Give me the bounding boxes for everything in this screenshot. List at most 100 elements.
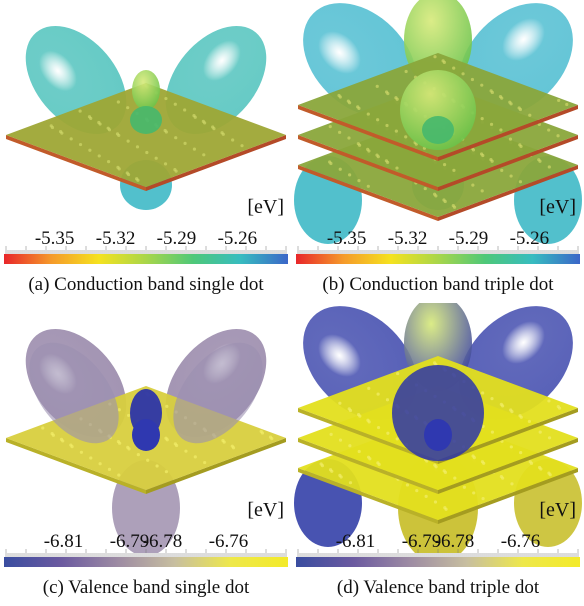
layer-texture — [395, 97, 399, 101]
layer-texture — [136, 178, 140, 182]
layer-texture — [164, 96, 168, 101]
heterostructure-layer-edge — [438, 165, 578, 221]
layer-texture — [499, 128, 503, 132]
layer-texture — [386, 431, 390, 435]
layer-texture — [461, 72, 465, 76]
layer-texture — [480, 189, 484, 193]
layer-texture — [490, 430, 495, 434]
layer-texture — [375, 84, 379, 88]
heterostructure-layer-edge — [298, 135, 438, 191]
layer-texture — [527, 419, 532, 424]
layer-texture — [548, 473, 552, 477]
layer-texture — [126, 106, 130, 110]
layer-texture — [385, 398, 390, 402]
layer-texture — [424, 494, 428, 498]
layer-texture — [490, 159, 494, 163]
unit-label: [eV] — [539, 196, 576, 218]
panel-a: [eV] -5.35 -5.32 -5.29 -5.26 (a) Conduct… — [0, 0, 292, 303]
layer-texture — [357, 143, 362, 147]
orbital-lobe — [130, 106, 162, 134]
layer-texture — [509, 102, 513, 106]
layer-texture — [69, 137, 73, 141]
layer-texture — [404, 135, 408, 139]
layer-texture — [366, 112, 370, 116]
colorbar-bar — [4, 557, 288, 567]
layer-texture — [367, 149, 371, 153]
layer-texture — [240, 144, 244, 148]
colorbar-bar — [296, 254, 580, 264]
layer-texture — [425, 459, 429, 463]
layer-texture — [107, 467, 112, 471]
layer-texture — [547, 436, 552, 440]
panel-caption: (c) Valence band single dot — [42, 577, 250, 598]
layer-texture — [528, 113, 532, 117]
layer-texture — [490, 90, 494, 95]
layer-texture — [452, 168, 456, 172]
colorbar-tick-label: -6.78 — [434, 531, 475, 552]
layer-texture — [338, 167, 342, 171]
layer-texture — [329, 432, 333, 436]
layer-texture — [164, 470, 169, 474]
heterostructure-layer-edge — [438, 135, 578, 191]
layer-texture — [367, 420, 371, 424]
layer-texture — [339, 475, 343, 479]
layer-texture — [117, 167, 121, 171]
layer-texture — [183, 141, 187, 146]
colorbar-gradient — [4, 246, 288, 264]
layer-texture — [193, 115, 197, 119]
colorbar: -6.81 -6.79 -6.78 -6.76 — [4, 531, 288, 571]
heterostructure-layer-edge — [438, 408, 578, 464]
layer-texture — [415, 489, 419, 493]
layer-texture — [41, 426, 45, 430]
layer-texture — [173, 102, 177, 106]
layer-texture — [357, 106, 361, 110]
layer-texture — [70, 445, 74, 449]
layer-texture — [328, 125, 332, 129]
colorbar-tick-label: -6.76 — [208, 531, 249, 552]
orbital-lobe — [132, 419, 160, 451]
layer-texture — [434, 194, 438, 198]
colorbar-tick-label: -5.32 — [387, 228, 428, 249]
layer-texture — [518, 180, 523, 184]
isosurface-render — [294, 303, 582, 553]
layer-texture — [471, 148, 476, 152]
layer-texture — [366, 184, 370, 188]
layer-texture — [443, 470, 448, 475]
isosurface-render — [6, 328, 286, 553]
layer-texture — [519, 451, 523, 455]
colorbar-tick-label: -6.81 — [43, 531, 84, 552]
layer-texture — [78, 142, 83, 147]
heterostructure-layer-edge — [6, 438, 146, 494]
layer-texture — [547, 165, 551, 169]
layer-texture — [557, 98, 561, 103]
layer-texture — [462, 485, 466, 489]
layer-texture — [565, 102, 569, 107]
colorbar-tick-label: -5.26 — [509, 228, 550, 249]
unit-label: [eV] — [539, 499, 576, 521]
layer-texture — [442, 60, 446, 65]
colorbar-tick-label: -6.78 — [142, 531, 183, 552]
layer-texture — [107, 128, 112, 132]
layer-texture — [510, 409, 514, 414]
layer-texture — [348, 481, 353, 485]
layer-texture — [509, 445, 513, 449]
layer-texture — [405, 483, 410, 487]
layer-texture — [357, 449, 361, 454]
layer-texture — [98, 122, 102, 126]
layer-texture — [183, 108, 187, 112]
layer-texture — [51, 433, 55, 437]
layer-texture — [386, 160, 390, 164]
colorbar-tick-label: -6.79 — [401, 531, 442, 552]
layer-texture — [270, 437, 274, 441]
layer-texture — [338, 401, 342, 405]
layer-texture — [127, 447, 131, 451]
orbital-lobe — [392, 365, 484, 461]
layer-texture — [348, 101, 352, 105]
layer-texture — [97, 154, 101, 158]
layer-texture — [231, 138, 235, 142]
layer-texture — [376, 155, 380, 159]
layer-texture — [165, 404, 169, 408]
layer-texture — [518, 107, 523, 112]
layer-texture — [154, 156, 158, 160]
layer-texture — [376, 118, 380, 122]
